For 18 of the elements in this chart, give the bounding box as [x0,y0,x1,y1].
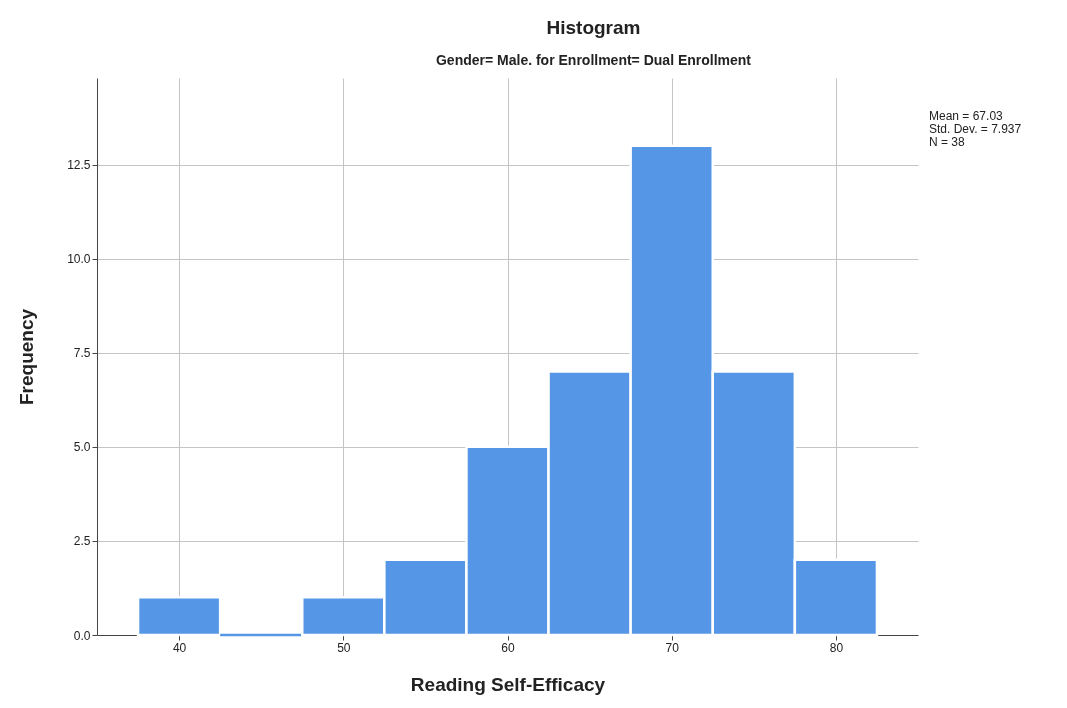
y-tick-label: 2.5 [73,534,91,549]
x-tick-label: 40 [172,640,187,655]
x-tick-label: 60 [501,640,515,655]
text: N = 38 [929,135,966,149]
x-axis-title: Reading Self-Efficacy [410,673,606,695]
x-tick-label: 80 [829,640,844,655]
y-tick-label: 10.0 [67,252,91,267]
text: Std. Dev. = 7.937 [929,122,1022,136]
y-tick-label: 12.5 [67,158,91,173]
x-tick-label: 50 [337,640,351,655]
y-tick-label: 5.0 [73,440,91,455]
text: Mean = 67.03 [929,109,1004,123]
y-axis-title: Frequency [16,308,38,406]
chart-subtitle: Gender= Male. for Enrollment= Dual Enrollment [435,52,752,68]
y-tick-label: 7.5 [73,346,91,361]
x-tick-label: 70 [665,640,680,655]
y-tick-label: 0.0 [73,628,91,643]
chart-title: Histogram [546,17,641,38]
